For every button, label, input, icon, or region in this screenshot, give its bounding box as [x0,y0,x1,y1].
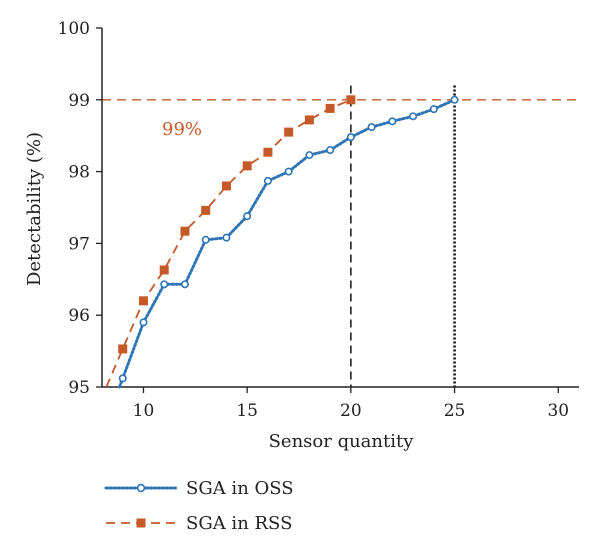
data-point-sga-in-oss-17 [284,167,293,176]
legend: SGA in OSS SGA in RSS [104,478,294,534]
x-tick-label-10: 10 [133,401,155,421]
x-tick-label-15: 15 [236,401,258,421]
series-lines [105,95,459,389]
y-tick-label-99: 99 [68,91,90,111]
data-point-sga-in-oss-15 [243,212,252,221]
data-point-sga-in-oss-22 [388,117,397,126]
data-point-sga-in-rss-20 [346,95,356,105]
data-point-sga-in-rss-17 [284,127,294,137]
axes [96,27,579,393]
x-tick-labels: 10 15 20 25 30 [133,401,569,421]
data-point-sga-in-rss-10 [138,296,148,306]
data-point-sga-in-oss-10 [139,318,148,327]
data-point-sga-in-oss-21 [367,123,376,132]
data-point-sga-in-oss-16 [263,176,272,185]
x-axis-title: Sensor quantity [269,431,415,452]
annotation-99-percent: 99% [162,119,202,140]
data-point-sga-in-oss-23 [409,112,418,121]
x-tick-label-25: 25 [444,401,466,421]
data-point-sga-in-rss-15 [242,161,252,171]
data-point-sga-in-oss-19 [326,146,335,155]
legend-marker-sga-in-oss [136,483,146,493]
data-point-sga-in-oss-12 [180,280,189,289]
y-tick-labels: 95 96 97 98 99 100 [58,19,90,398]
x-tick-label-30: 30 [547,401,569,421]
legend-marker-sga-in-rss [136,518,146,528]
data-point-sga-in-rss-13 [201,205,211,215]
legend-label-sga-in-oss: SGA in OSS [186,478,294,499]
x-tick-label-20: 20 [340,401,362,421]
data-point-sga-in-oss-25 [450,95,459,104]
y-tick-label-98: 98 [68,163,90,183]
data-point-sga-in-rss-16 [263,147,273,157]
legend-label-sga-in-rss: SGA in RSS [186,513,292,534]
data-point-sga-in-oss-9 [118,374,127,383]
series-line-sga-in-rss [105,98,352,388]
data-point-sga-in-rss-9 [118,344,128,354]
data-point-sga-in-oss-20 [346,133,355,142]
data-point-sga-in-rss-14 [221,181,231,191]
data-point-sga-in-oss-24 [429,105,438,114]
data-point-sga-in-rss-12 [180,226,190,236]
data-point-sga-in-rss-11 [159,265,169,275]
data-point-sga-in-rss-18 [304,115,314,125]
series-line-sga-in-oss [118,98,457,389]
y-axis-title: Detectability (%) [24,132,45,286]
y-tick-label-97: 97 [68,234,90,254]
reference-lines [102,85,579,387]
y-tick-label-96: 96 [68,306,90,326]
y-tick-label-100: 100 [58,19,90,39]
data-point-sga-in-oss-11 [160,280,169,289]
y-tick-label-95: 95 [68,378,90,398]
data-point-sga-in-oss-18 [305,151,314,160]
data-point-sga-in-oss-14 [222,233,231,242]
data-point-sga-in-oss-13 [201,235,210,244]
data-point-sga-in-rss-19 [325,103,335,113]
